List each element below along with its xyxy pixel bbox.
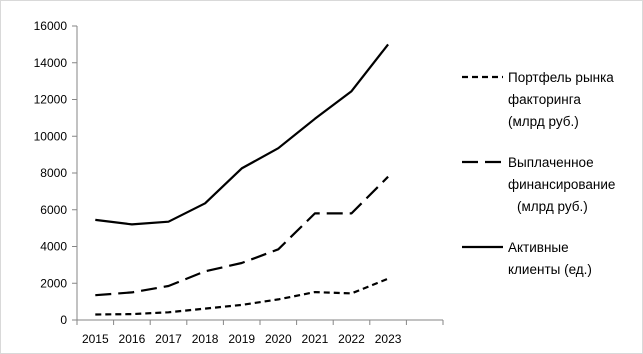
y-tick-label: 4000 [40,240,67,254]
y-tick-label: 16000 [34,19,68,33]
y-tick-label: 8000 [40,166,67,180]
x-tick-label: 2020 [265,332,292,346]
axes: 0 2000 4000 6000 8000 10000 12000 14000 16000 201… [34,19,444,346]
series-line-3 [95,43,389,226]
y-tick-label: 10000 [34,129,68,143]
x-tick-label: 2016 [119,332,146,346]
y-tick-label: 12000 [34,93,68,107]
legend-label-1: Портфель рынка [508,70,614,85]
legend: Портфель рынка факторинга (млрд руб.) Выпла… [462,70,615,277]
legend-label-1: факторинга [508,92,581,107]
series-line-1 [95,277,389,316]
y-tick-label: 14000 [34,56,68,70]
x-tick-label: 2019 [228,332,255,346]
series-lines [95,43,389,316]
legend-label-2: (млрд руб.) [517,199,588,214]
y-tick-label: 6000 [40,203,67,217]
x-tick-label: 2018 [192,332,219,346]
legend-label-3: клиенты (ед.) [508,262,592,277]
x-tick-label: 2017 [155,332,182,346]
x-tick-label: 2022 [338,332,365,346]
x-tick-label: 2021 [302,332,329,346]
y-tick-label: 0 [60,313,67,327]
legend-label-2: финансирование [508,177,615,192]
y-tick-label: 2000 [40,276,67,290]
x-tick-label: 2015 [82,332,109,346]
legend-label-3: Активные [508,240,569,255]
x-tick-label: 2023 [375,332,402,346]
legend-label-1: (млрд руб.) [508,114,579,129]
series-line-2 [95,175,389,297]
legend-label-2: Выплаченное [508,155,594,170]
